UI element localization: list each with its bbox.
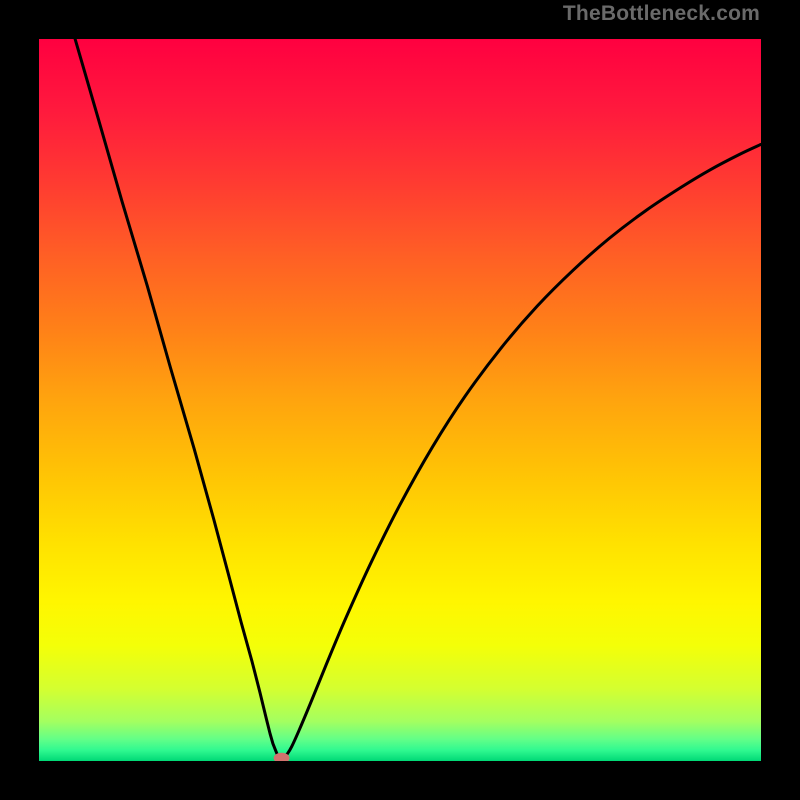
watermark-text: TheBottleneck.com [563,2,760,26]
curve-layer [39,39,761,761]
bottleneck-curve [75,39,761,757]
plot-area [39,39,761,761]
chart-container: TheBottleneck.com [0,0,800,800]
